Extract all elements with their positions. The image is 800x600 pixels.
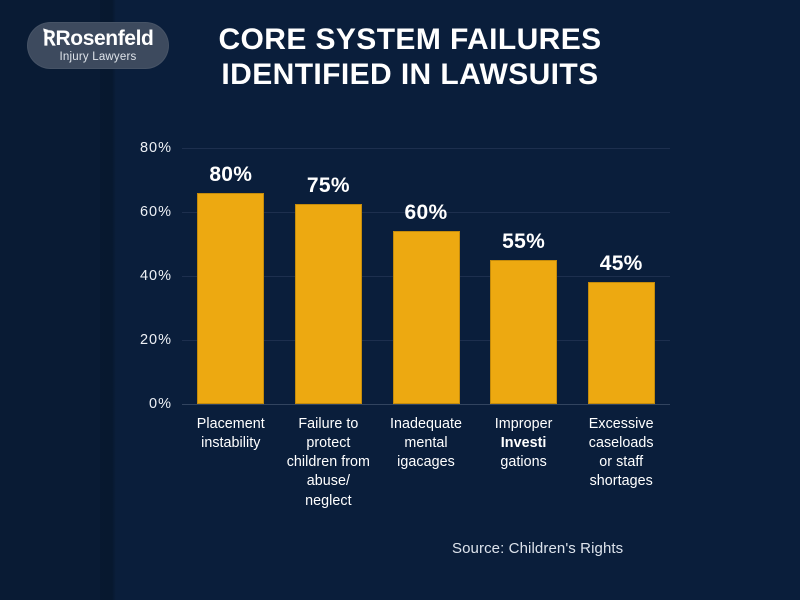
bar-value-label: 60% bbox=[404, 201, 448, 225]
bar-value-label: 75% bbox=[306, 174, 350, 197]
x-axis-label-line: children from bbox=[286, 454, 371, 471]
y-axis-tick-label: 20% bbox=[139, 332, 172, 348]
header: Rosenfeld Injury Lawyers CORE SYSTEM FAI… bbox=[0, 0, 800, 125]
x-axis-label-line: Improper bbox=[494, 416, 553, 432]
x-axis-label-line: igacages bbox=[397, 454, 455, 471]
x-axis-category-label: Improper Investi gations bbox=[468, 415, 580, 472]
rosenfeld-logo: Rosenfeld Injury Lawyers bbox=[27, 22, 169, 69]
x-axis-label-line: abuse/ bbox=[306, 473, 350, 490]
x-axis-label-line: neglect bbox=[305, 492, 352, 509]
y-axis-tick-label: 40% bbox=[139, 268, 172, 284]
gridline bbox=[182, 404, 670, 405]
logo-subtitle: Injury Lawyers bbox=[59, 50, 137, 63]
x-axis-category-label: Inadequate mental igacages bbox=[370, 415, 482, 472]
bar bbox=[197, 192, 265, 404]
page-title: CORE SYSTEM FAILURES IDENTIFIED IN LAWSU… bbox=[175, 22, 645, 92]
x-axis-category-label: Failure to protect children from abuse/negl… bbox=[273, 415, 385, 511]
y-axis-tick-label: 60% bbox=[139, 204, 172, 220]
gridline bbox=[182, 148, 670, 149]
x-axis-label-line: mental bbox=[404, 435, 448, 452]
x-axis-label-line: gations bbox=[500, 454, 547, 471]
bar-value-label: 80% bbox=[209, 162, 253, 186]
gridline bbox=[182, 212, 670, 213]
y-axis-tick-label: 0% bbox=[149, 396, 172, 412]
plot-area bbox=[182, 148, 670, 405]
x-axis-label-line: shortages bbox=[589, 473, 653, 490]
bar bbox=[587, 282, 655, 404]
x-axis-label-line: Excessive bbox=[588, 416, 654, 432]
x-axis-category-label: Placement instability bbox=[175, 415, 287, 453]
logo-wordmark: Rosenfeld bbox=[42, 26, 154, 50]
bar-value-label: 55% bbox=[502, 230, 546, 253]
y-axis-tick-label: 80% bbox=[139, 140, 172, 156]
bar bbox=[490, 260, 558, 404]
rosenfeld-r-mark-icon bbox=[42, 28, 56, 47]
bar bbox=[294, 204, 362, 404]
x-axis-label-line: instability bbox=[201, 435, 261, 452]
source-caption: Source: Children's Rights bbox=[452, 540, 624, 557]
bar-value-label: 45% bbox=[599, 252, 643, 276]
title-line-1: CORE SYSTEM FAILURES bbox=[218, 23, 602, 56]
bar bbox=[392, 231, 460, 404]
x-axis-category-label: Excessive caseloads or staff shortages bbox=[565, 415, 677, 492]
logo-word: Rosenfeld bbox=[55, 26, 154, 50]
x-axis-label-line: Investi bbox=[500, 435, 547, 452]
x-axis-label-line: Failure to bbox=[298, 416, 359, 432]
x-axis-label-line: protect bbox=[306, 435, 351, 452]
x-axis-label-line: or staff bbox=[599, 454, 644, 471]
x-axis-label-line: Inadequate bbox=[389, 416, 463, 432]
title-line-2: IDENTIFIED IN LAWSUITS bbox=[221, 58, 599, 92]
x-axis-label-line: Placement bbox=[196, 416, 265, 432]
x-axis-label-line: caseloads bbox=[588, 435, 654, 452]
